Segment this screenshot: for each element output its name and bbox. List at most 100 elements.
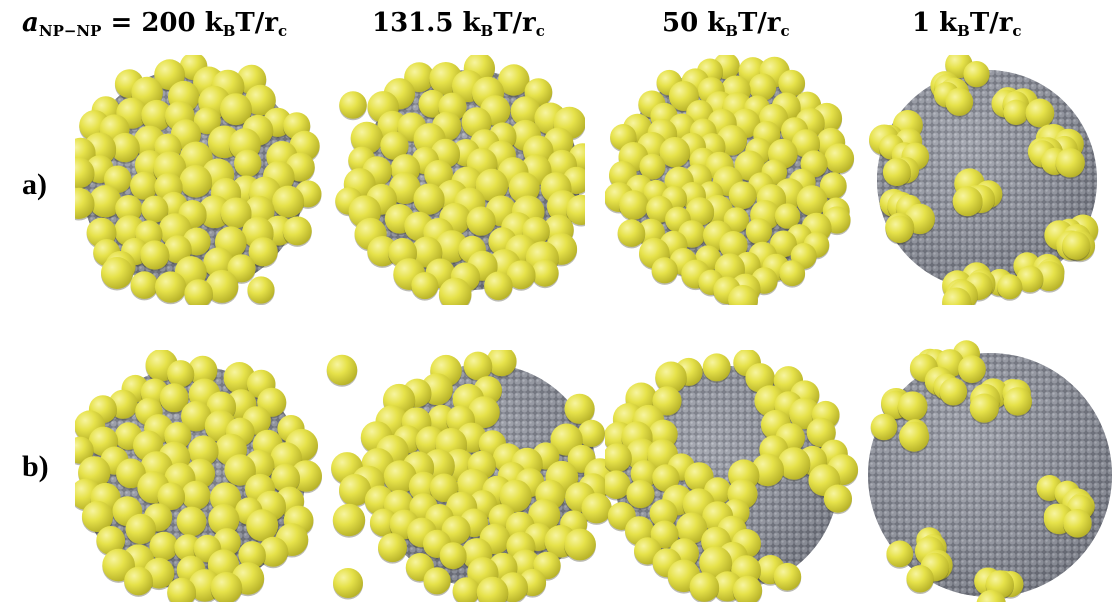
nanoparticle — [1062, 231, 1091, 260]
nanoparticle — [167, 577, 196, 602]
header-value: 50 — [662, 8, 699, 38]
nanoparticle — [886, 540, 914, 568]
nanoparticle — [149, 531, 179, 561]
nanoparticle — [176, 506, 207, 537]
nanoparticle — [1025, 98, 1055, 128]
nanoparticle — [897, 391, 928, 422]
nanoparticle — [210, 572, 243, 602]
nanoparticle — [179, 165, 212, 198]
snapshot-a-50 — [605, 55, 855, 305]
nanoparticle — [748, 73, 777, 101]
nanoparticle — [639, 153, 666, 180]
nanoparticle — [141, 99, 173, 131]
nanoparticle — [652, 464, 680, 492]
nanoparticle — [219, 93, 252, 126]
nanoparticle — [125, 513, 156, 545]
nanoparticle — [378, 533, 407, 563]
nanoparticle — [89, 185, 122, 218]
nanoparticle — [130, 171, 158, 200]
nanoparticle — [906, 565, 934, 593]
nanoparticle — [333, 568, 363, 598]
nanoparticle — [751, 453, 784, 487]
nanoparticle — [702, 353, 731, 382]
nanoparticle — [689, 572, 720, 602]
nanoparticle — [605, 470, 631, 499]
nanoparticle — [819, 172, 847, 200]
nanoparticle — [181, 401, 212, 432]
nanoparticle — [258, 536, 289, 567]
nanoparticle — [997, 274, 1023, 300]
nanoparticle — [745, 218, 772, 245]
nanoparticle — [163, 235, 192, 264]
nanoparticle — [350, 121, 383, 154]
nanoparticle — [723, 207, 749, 233]
nanoparticle — [779, 260, 806, 287]
row-label-b: b) — [22, 450, 49, 483]
nanoparticle — [605, 443, 632, 473]
snapshot-b-50 — [605, 350, 859, 602]
nanoparticle — [773, 562, 802, 591]
nanoparticle — [652, 386, 682, 416]
nanoparticle — [96, 526, 126, 555]
nanoparticle — [332, 503, 366, 537]
nanoparticle — [531, 259, 559, 287]
nanoparticle — [1003, 99, 1029, 125]
nanoparticle — [234, 149, 262, 177]
nanoparticle — [824, 143, 855, 174]
nanoparticle — [248, 237, 278, 267]
nanoparticle — [272, 185, 305, 218]
header-value: 131.5 — [372, 8, 454, 38]
nanoparticle — [468, 396, 500, 429]
nanoparticle — [676, 512, 708, 544]
nanoparticle — [81, 500, 114, 533]
nanoparticle — [224, 454, 256, 486]
snapshot-a-131-5 — [335, 55, 585, 305]
snapshot-b-1 — [868, 340, 1112, 602]
nanoparticle — [685, 197, 715, 226]
param-symbol: a — [22, 8, 39, 38]
nanoparticle — [439, 542, 467, 570]
nanoparticle — [326, 354, 358, 386]
nanoparticle — [238, 541, 266, 569]
nanoparticle — [619, 190, 649, 220]
nanoparticle — [408, 471, 439, 502]
row-label-a: a) — [22, 168, 47, 201]
nanoparticle — [976, 589, 1006, 602]
nanoparticle — [728, 181, 757, 210]
nanoparticle — [626, 480, 655, 509]
nanoparticle — [411, 272, 439, 300]
nanoparticle — [728, 285, 758, 305]
nanoparticle — [745, 363, 775, 393]
nanoparticle — [899, 421, 930, 452]
nanoparticle — [777, 447, 811, 480]
nanoparticle — [651, 257, 678, 284]
nanoparticle — [227, 254, 256, 283]
nanoparticle — [476, 576, 509, 602]
nanoparticle — [506, 260, 536, 290]
nanoparticle — [124, 566, 153, 596]
nanoparticle — [110, 132, 140, 163]
nanoparticle — [380, 131, 409, 160]
nanoparticle — [75, 157, 95, 189]
nanoparticle — [770, 230, 797, 258]
nanoparticle — [174, 534, 202, 562]
nanoparticle — [882, 158, 911, 187]
nanoparticle — [870, 413, 898, 441]
nanoparticle — [778, 69, 806, 97]
nanoparticle — [885, 215, 914, 244]
nanoparticle — [655, 361, 687, 394]
nanoparticle — [101, 257, 133, 289]
nanoparticle — [508, 172, 540, 204]
header-value: 200 — [141, 8, 196, 38]
nanoparticle — [247, 276, 275, 304]
snapshot-a-1 — [869, 55, 1099, 305]
nanoparticle — [1055, 148, 1085, 178]
nanoparticle — [388, 172, 421, 205]
nanoparticle — [1003, 387, 1032, 416]
nanoparticle — [581, 493, 612, 524]
nanoparticle — [564, 393, 595, 424]
nanoparticle — [564, 528, 596, 561]
nanoparticle — [617, 219, 646, 247]
column-header-50: 50 kBT/rc — [662, 8, 790, 40]
